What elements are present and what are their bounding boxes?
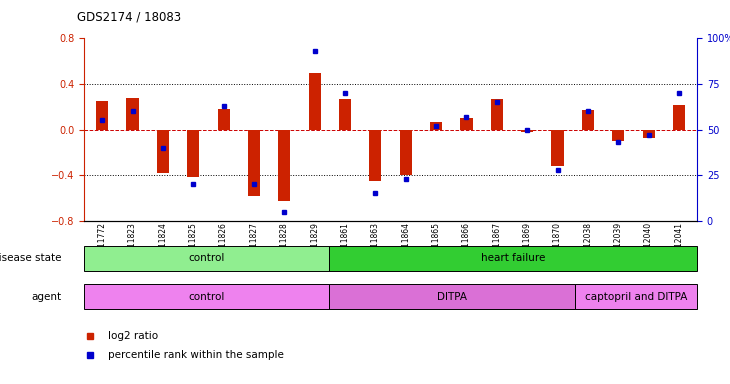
Text: captopril and DITPA: captopril and DITPA [585, 291, 687, 302]
Text: heart failure: heart failure [481, 253, 545, 263]
Bar [339, 99, 351, 130]
Bar [157, 130, 169, 173]
Bar [126, 98, 139, 130]
Text: control: control [188, 291, 225, 302]
Bar [430, 122, 442, 130]
Bar [491, 99, 503, 130]
Bar [461, 118, 472, 130]
Bar [84, 284, 329, 309]
Bar [673, 104, 685, 130]
Text: percentile rank within the sample: percentile rank within the sample [109, 350, 285, 360]
Text: control: control [188, 253, 225, 263]
Bar [642, 130, 655, 137]
Bar [84, 246, 329, 271]
Bar [248, 130, 260, 196]
Bar [575, 284, 697, 309]
Bar [218, 109, 230, 130]
Text: DITPA: DITPA [437, 291, 467, 302]
Bar [582, 110, 594, 130]
Text: log2 ratio: log2 ratio [109, 331, 158, 341]
Text: GDS2174 / 18083: GDS2174 / 18083 [77, 10, 181, 23]
Bar [551, 130, 564, 166]
Text: disease state: disease state [0, 253, 62, 263]
Text: agent: agent [31, 291, 62, 302]
Bar [612, 130, 624, 141]
Bar [309, 73, 320, 130]
Bar [369, 130, 382, 181]
Bar [399, 130, 412, 175]
Bar [329, 246, 697, 271]
Bar [187, 130, 199, 177]
Bar [96, 101, 108, 130]
Bar [278, 130, 291, 202]
Bar [521, 130, 533, 132]
Bar [329, 284, 575, 309]
